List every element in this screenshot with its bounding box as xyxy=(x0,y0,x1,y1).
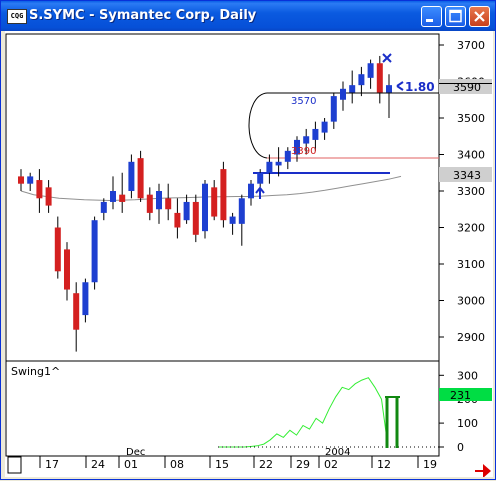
candle-down xyxy=(376,63,383,93)
candle-up xyxy=(248,183,254,199)
x-day-label: 22 xyxy=(259,458,273,471)
candle-down xyxy=(137,158,144,199)
annotation-1-80: 1.80 xyxy=(405,80,435,94)
candle-down xyxy=(220,169,227,221)
window-title: S.SYMC - Symantec Corp, Daily xyxy=(29,8,257,23)
candle-up xyxy=(156,191,162,210)
x-day-label: 29 xyxy=(296,458,310,471)
study-y-tick-label: 0 xyxy=(457,441,464,454)
candle-up xyxy=(303,136,310,144)
candle-down xyxy=(174,212,181,228)
candle-up xyxy=(358,74,365,86)
study-y-axis: 3002001000 xyxy=(439,369,478,454)
candle-down xyxy=(54,227,61,272)
arrow-up-icon xyxy=(255,186,265,199)
candle-up xyxy=(367,63,374,78)
marker-price-box xyxy=(439,167,492,182)
candle-down xyxy=(45,187,52,206)
candle-up xyxy=(321,121,328,133)
scroll-right-arrow-icon[interactable] xyxy=(475,464,491,478)
study-value-label: 231 xyxy=(450,389,471,402)
study-y-tick-label: 100 xyxy=(457,417,478,430)
y-tick-label: 3000 xyxy=(457,295,485,308)
x-day-label: 15 xyxy=(215,458,229,471)
candle-up xyxy=(330,96,337,122)
y-tick-label: 3700 xyxy=(457,39,485,52)
cqg-app-icon[interactable]: CQG xyxy=(7,9,27,24)
candle-down xyxy=(211,187,218,217)
price-y-axis: 370036003500340033003200310030002900 xyxy=(439,39,485,344)
moving-average-line xyxy=(20,175,402,202)
x-day-label: 17 xyxy=(45,458,59,471)
annotation-3570: 3570 xyxy=(291,96,316,107)
price-candles xyxy=(18,55,392,352)
maximize-button[interactable] xyxy=(445,6,466,27)
candle-up xyxy=(312,128,319,140)
x-day-label: 12 xyxy=(377,458,391,471)
y-tick-label: 2900 xyxy=(457,331,485,344)
y-tick-label: 3300 xyxy=(457,185,485,198)
candle-up xyxy=(257,172,264,184)
candle-up xyxy=(202,183,208,232)
y-tick-label: 3200 xyxy=(457,222,485,235)
close-button[interactable] xyxy=(469,6,490,27)
x-day-label: 24 xyxy=(91,458,105,471)
candle-up xyxy=(340,88,346,100)
y-tick-label: 3400 xyxy=(457,149,485,162)
x-day-label: 19 xyxy=(423,458,437,471)
y-tick-label: 3100 xyxy=(457,258,485,271)
close-icon xyxy=(474,11,485,22)
candle-down xyxy=(73,293,80,330)
x-day-label: 02 xyxy=(324,458,338,471)
candle-up xyxy=(238,198,245,224)
candle-down xyxy=(192,201,199,235)
title-bar[interactable]: CQG S.SYMC - Symantec Corp, Daily xyxy=(1,1,495,31)
candle-up xyxy=(284,150,291,162)
candle-up xyxy=(229,216,236,224)
candle-up xyxy=(110,191,116,202)
candle-up xyxy=(349,85,356,93)
candle-down xyxy=(146,194,153,213)
x-month-label: Dec xyxy=(126,447,145,458)
candle-down xyxy=(64,249,70,290)
last-price-box xyxy=(439,79,492,94)
last-price-label: 3590 xyxy=(453,81,481,94)
candle-up xyxy=(100,201,107,213)
maximize-icon xyxy=(449,9,462,23)
x-day-label: 01 xyxy=(124,458,138,471)
candle-down xyxy=(18,176,24,184)
candle-down xyxy=(165,198,172,210)
chart-area[interactable]: 370036003500340033003200310030002900 300… xyxy=(5,31,493,478)
candle-up xyxy=(82,282,89,316)
study-y-tick-label: 300 xyxy=(457,369,478,382)
annotation-3390: 3390 xyxy=(291,146,316,157)
range-bracket xyxy=(248,92,268,159)
arrow-left-icon xyxy=(396,81,404,91)
marker-price-label: 3343 xyxy=(453,169,481,182)
candle-up xyxy=(266,161,273,173)
candle-up xyxy=(294,139,300,155)
minimize-icon xyxy=(426,19,433,22)
candle-up xyxy=(275,161,282,166)
candle-up xyxy=(91,220,98,283)
x-axis: 17 24 01 08 15 22 29 02 12 19 Dec 2004 xyxy=(39,447,437,471)
scroll-box[interactable] xyxy=(7,456,22,474)
candle-up xyxy=(386,85,392,93)
y-tick-label: 3500 xyxy=(457,112,485,125)
candle-down xyxy=(36,180,43,199)
x-month-label: 2004 xyxy=(325,447,350,458)
minimize-button[interactable] xyxy=(421,6,442,27)
candle-up xyxy=(128,161,135,191)
candle-up xyxy=(27,176,34,184)
candle-up xyxy=(183,201,190,221)
x-day-label: 08 xyxy=(170,458,184,471)
chart-canvas[interactable]: 370036003500340033003200310030002900 300… xyxy=(5,31,493,478)
candle-down xyxy=(119,194,126,202)
cross-icon xyxy=(382,53,392,63)
study-panel-frame xyxy=(5,360,440,457)
swing-line xyxy=(218,377,389,448)
study-label: Swing1^ xyxy=(11,365,60,378)
study-value-box xyxy=(439,388,492,401)
